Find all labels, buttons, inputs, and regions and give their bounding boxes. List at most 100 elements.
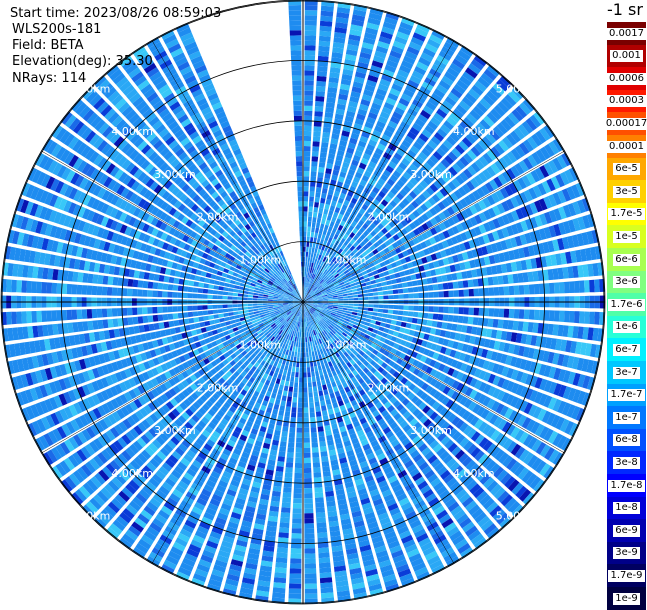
range-bin xyxy=(288,442,295,448)
range-bin xyxy=(289,432,295,437)
range-bin xyxy=(304,181,309,186)
range-bin xyxy=(363,293,368,296)
range-bin xyxy=(362,290,368,294)
range-bin xyxy=(279,369,284,375)
range-bin xyxy=(305,594,318,599)
range-bin xyxy=(383,296,388,300)
range-bin xyxy=(320,446,327,452)
range-bin xyxy=(295,453,302,458)
range-bin xyxy=(304,166,310,171)
range-bin xyxy=(315,371,319,377)
range-bin xyxy=(318,301,323,302)
range-bin xyxy=(463,316,469,324)
range-bin xyxy=(319,562,331,568)
range-bin xyxy=(275,399,281,405)
range-bin xyxy=(304,86,313,91)
range-bin xyxy=(383,305,388,309)
range-bin xyxy=(323,230,328,236)
range-bin xyxy=(304,81,314,86)
range-bin xyxy=(317,71,327,77)
range-bin xyxy=(323,369,328,375)
range-bin xyxy=(444,307,449,314)
range-bin xyxy=(418,293,423,298)
range-bin xyxy=(311,232,315,237)
range-bin xyxy=(291,372,295,377)
range-bin xyxy=(378,309,383,313)
range-bin xyxy=(236,322,242,326)
range-bin xyxy=(291,548,302,553)
range-bin xyxy=(524,285,530,295)
range-bin xyxy=(304,222,307,227)
range-bin xyxy=(385,276,391,281)
range-bin xyxy=(564,282,570,294)
range-bin xyxy=(348,293,353,296)
range-bin xyxy=(448,282,454,289)
range-bin xyxy=(310,176,316,182)
range-bin xyxy=(195,323,201,329)
range-bin xyxy=(304,503,313,508)
range-bin xyxy=(281,364,285,370)
range-bin xyxy=(429,306,434,312)
range-bin xyxy=(305,272,307,277)
range-bin xyxy=(307,367,310,372)
range-bin xyxy=(388,310,393,314)
range-bin xyxy=(363,304,368,307)
range-bin xyxy=(370,320,376,324)
range-bin xyxy=(319,208,324,214)
range-bin xyxy=(284,386,289,392)
range-bin xyxy=(277,461,285,467)
range-bin xyxy=(408,288,414,293)
range-bin xyxy=(549,310,555,321)
range-bin xyxy=(305,267,307,272)
range-bin xyxy=(277,363,282,369)
range-bin xyxy=(368,293,373,297)
range-bin xyxy=(321,147,328,153)
range-bin xyxy=(367,315,373,319)
range-bin xyxy=(304,528,314,533)
range-bin xyxy=(366,281,372,285)
range-bin xyxy=(310,192,315,197)
range-bin xyxy=(305,589,318,594)
range-bin xyxy=(319,36,331,42)
range-bin xyxy=(276,466,284,472)
range-bin xyxy=(310,417,316,423)
range-bin xyxy=(296,448,303,453)
range-bin xyxy=(383,291,388,295)
range-bin xyxy=(315,197,320,203)
range-bin xyxy=(285,381,290,387)
range-bin xyxy=(285,467,293,473)
range-bin xyxy=(348,295,353,298)
range-bin xyxy=(489,287,495,295)
range-bin xyxy=(372,288,378,292)
range-bin xyxy=(316,411,322,417)
range-bin xyxy=(316,507,325,513)
range-bin xyxy=(295,372,299,377)
range-bin xyxy=(309,207,313,212)
range-bin xyxy=(406,276,412,282)
range-bin xyxy=(305,332,307,337)
range-bin xyxy=(504,286,510,295)
range-bin xyxy=(293,357,296,362)
range-bin xyxy=(413,293,418,298)
range-bin xyxy=(292,367,296,372)
range-bin xyxy=(323,389,328,395)
range-bin xyxy=(304,443,310,448)
range-bin xyxy=(320,577,332,583)
range-bin xyxy=(569,311,575,323)
range-bin xyxy=(304,458,311,463)
range-bin xyxy=(464,289,469,296)
range-bin xyxy=(312,222,316,228)
range-bin xyxy=(226,325,232,330)
range-bin xyxy=(494,308,500,317)
range-bin xyxy=(322,410,328,416)
range-bin xyxy=(293,503,302,508)
range-bin xyxy=(285,411,291,417)
range-bin xyxy=(275,425,281,431)
range-bin xyxy=(304,382,308,387)
range-bin xyxy=(308,252,311,257)
range-bin xyxy=(298,408,303,413)
range-bin xyxy=(294,483,302,488)
range-bin xyxy=(303,237,306,242)
range-bin xyxy=(458,281,464,288)
